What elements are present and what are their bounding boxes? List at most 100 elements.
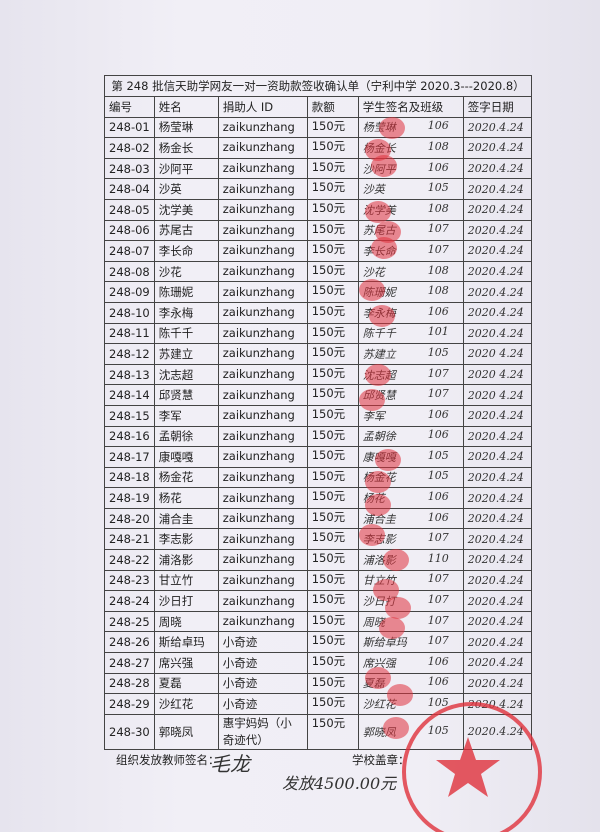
sign-date: 2020.4.24 <box>462 466 533 489</box>
row-id: 248-28 <box>104 672 155 695</box>
table-row: 248-24 沙日打 zaikunzhang 150元 沙日打 107 2020.4.24 <box>104 590 533 612</box>
amount: 150元 <box>306 466 359 489</box>
table-row: 248-07 李长命 zaikunzhang 150元 李长命 107 2020.4.24 <box>104 240 533 262</box>
row-id: 248-12 <box>104 343 155 365</box>
sign-date: 2020.4.24 <box>462 198 533 221</box>
signature-class: 106 <box>427 654 449 668</box>
donor-id: zaikunzhang <box>217 343 308 365</box>
amount: 150元 <box>306 446 359 468</box>
row-id: 248-18 <box>104 466 155 489</box>
signature-name: 陈千千 <box>362 327 396 341</box>
table-row: 248-03 沙阿平 zaikunzhang 150元 沙阿平 106 2020.4.24 <box>104 157 533 180</box>
donor-id: zaikunzhang <box>217 384 308 406</box>
signature-name: 李长命 <box>362 244 396 258</box>
row-id: 248-26 <box>104 631 155 654</box>
signature-name: 沙英 <box>362 183 385 197</box>
signature-name: 李永梅 <box>362 306 396 320</box>
sign-date: 2020.4.24 <box>462 260 533 283</box>
student-signature: 陈千千 101 <box>357 322 464 345</box>
total-amount-note: 发放4500.00元 <box>282 774 397 793</box>
amount: 150元 <box>306 281 359 303</box>
donor-id: zaikunzhang <box>217 363 308 386</box>
table-row: 248-19 杨花 zaikunzhang 150元 杨花 106 2020.4.24 <box>104 487 533 509</box>
donor-id: zaikunzhang <box>217 240 308 262</box>
col-name: 姓名 <box>153 96 219 118</box>
col-donor: 捐助人 ID <box>217 96 308 118</box>
student-signature: 康嘎嘎 105 <box>357 446 464 468</box>
sign-date: 2020.4.24 <box>462 178 533 200</box>
table-row: 248-28 夏磊 小奇迹 150元 夏磊 106 2020.4.24 <box>104 672 533 695</box>
document-title: 第 248 批信天助学网友一对一资助款签收确认单（宁利中学 2020.3---2… <box>104 75 532 97</box>
donor-id: zaikunzhang <box>217 301 308 324</box>
row-id: 248-09 <box>104 281 155 303</box>
amount: 150元 <box>306 631 359 654</box>
table-row: 248-13 沈志超 zaikunzhang 150元 沈志超 107 2020 4.24 <box>104 363 533 386</box>
student-name: 浦洛影 <box>153 549 219 571</box>
donor-id: zaikunzhang <box>217 446 308 468</box>
donor-id: zaikunzhang <box>217 487 308 509</box>
sign-date: 2020 4.24 <box>462 363 533 386</box>
amount: 150元 <box>306 590 359 612</box>
student-signature: 沙英 105 <box>357 178 464 200</box>
sign-date: 2020.4.24 <box>462 322 533 345</box>
table-row: 248-29 沙红花 小奇迹 150元 沙红花 105 2020.4.24 <box>104 693 533 715</box>
signature-name: 沈学美 <box>362 203 396 217</box>
signature-name: 苏建立 <box>362 347 396 361</box>
student-name: 李志影 <box>153 528 219 551</box>
student-name: 夏磊 <box>153 672 219 695</box>
row-id: 248-05 <box>104 198 155 221</box>
sign-date: 2020.4.24 <box>462 713 533 750</box>
student-name: 郭晓凤 <box>153 713 219 750</box>
amount: 150元 <box>306 260 359 283</box>
signature-name: 李军 <box>362 409 385 423</box>
amount: 150元 <box>306 240 359 262</box>
sign-date: 2020.4.24 <box>462 507 533 530</box>
signature-class: 107 <box>427 222 449 236</box>
student-name: 李长命 <box>153 240 219 262</box>
student-signature: 李军 106 <box>357 404 464 427</box>
signature-name: 邱贤慧 <box>362 389 396 403</box>
amount: 150元 <box>306 425 359 448</box>
signature-name: 夏磊 <box>362 677 385 691</box>
donor-id: zaikunzhang <box>217 507 308 530</box>
student-name: 沙日打 <box>153 590 219 612</box>
sign-date: 2020.4.24 <box>462 528 533 551</box>
student-name: 李军 <box>153 404 219 427</box>
sign-date: 2020 4.24 <box>462 384 533 406</box>
row-id: 248-25 <box>104 610 155 633</box>
student-signature: 李永梅 106 <box>357 301 464 324</box>
signature-class: 105 <box>427 469 449 483</box>
row-id: 248-01 <box>104 116 155 139</box>
donor-id: zaikunzhang <box>217 116 308 139</box>
student-signature: 苏建立 105 <box>357 343 464 365</box>
student-signature: 浦洛影 110 <box>357 549 464 571</box>
table-row: 248-10 李永梅 zaikunzhang 150元 李永梅 106 2020.4.24 <box>104 301 533 324</box>
table-row: 248-14 邱贤慧 zaikunzhang 150元 邱贤慧 107 2020 4.24 <box>104 384 533 406</box>
table-row: 248-06 苏尾古 zaikunzhang 150元 苏尾古 107 2020.4.24 <box>104 219 533 242</box>
student-name: 沈学美 <box>153 198 219 221</box>
table-row: 248-12 苏建立 zaikunzhang 150元 苏建立 105 2020 4.24 <box>104 343 533 365</box>
signature-class: 108 <box>427 139 449 153</box>
donor-id: 小奇迹 <box>217 652 308 674</box>
sign-date: 2020.4.24 <box>462 301 533 324</box>
row-id: 248-22 <box>104 549 155 571</box>
sign-date: 2020.4.24 <box>462 672 533 695</box>
table-row: 248-08 沙花 zaikunzhang 150元 沙花 108 2020.4.24 <box>104 260 533 283</box>
amount: 150元 <box>306 219 359 242</box>
signature-class: 107 <box>427 634 449 648</box>
amount: 150元 <box>306 116 359 139</box>
donor-id: zaikunzhang <box>217 569 308 592</box>
student-name: 斯给卓玛 <box>153 631 219 654</box>
amount: 150元 <box>306 363 359 386</box>
signature-class: 107 <box>427 593 449 607</box>
table-row: 248-05 沈学美 zaikunzhang 150元 沈学美 108 2020.4.24 <box>104 198 533 221</box>
signature-class: 107 <box>427 366 449 380</box>
signature-name: 孟朝徐 <box>362 430 396 444</box>
sign-date: 2020.4.24 <box>462 487 533 509</box>
signature-name: 浦洛影 <box>362 553 396 567</box>
signature-class: 108 <box>427 263 449 277</box>
table-row: 248-11 陈千千 zaikunzhang 150元 陈千千 101 2020.4.24 <box>104 322 533 345</box>
row-id: 248-30 <box>104 713 155 750</box>
signature-class: 105 <box>427 345 449 359</box>
header-row: 编号 姓名 捐助人 ID 款额 学生签名及班级 签字日期 <box>104 96 533 118</box>
